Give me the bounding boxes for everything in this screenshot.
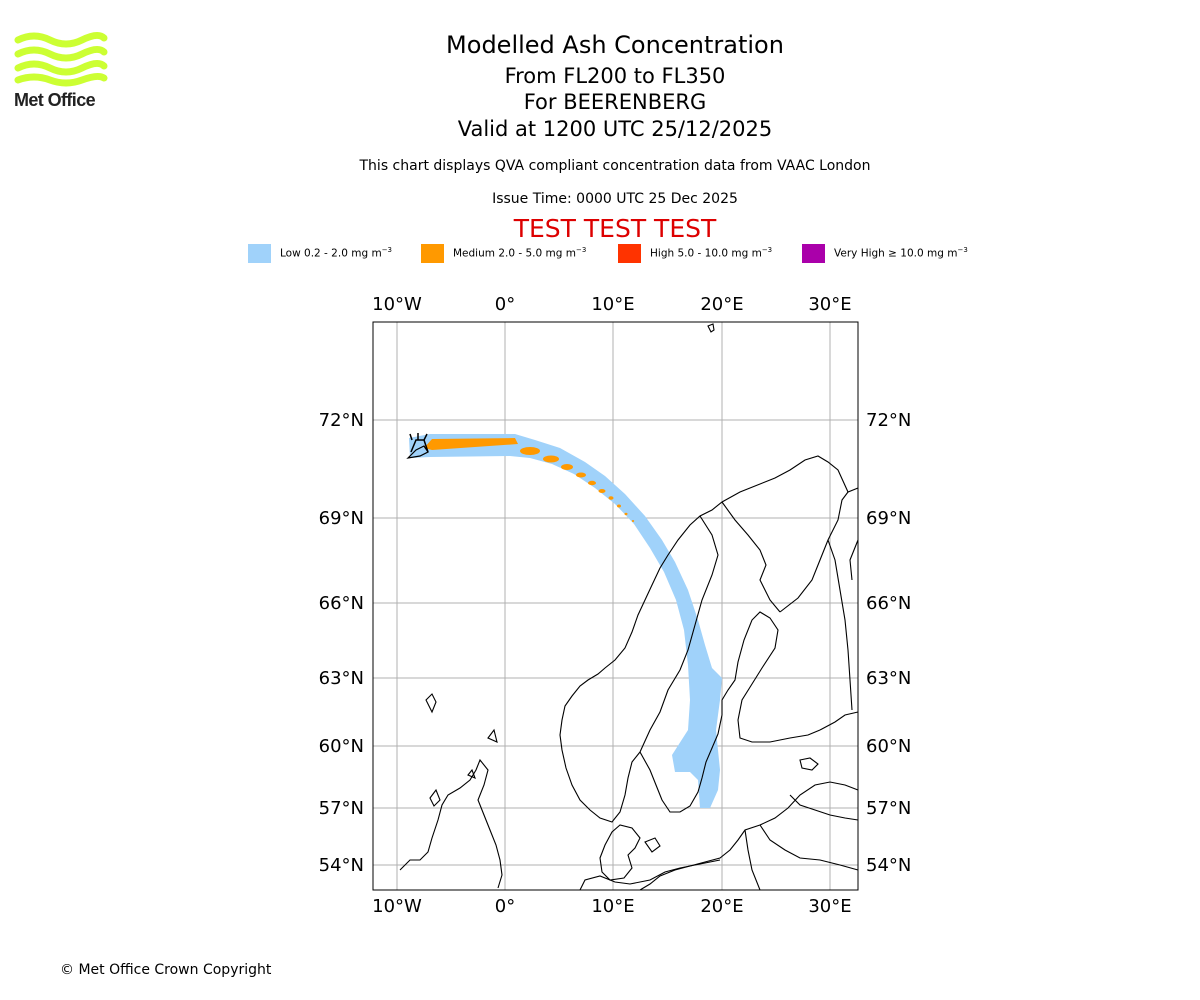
lat-label-right: 72°N xyxy=(866,410,911,431)
lat-label-left: 57°N xyxy=(319,798,364,819)
lat-label-left: 69°N xyxy=(319,508,364,529)
legend-swatch-high xyxy=(618,244,641,263)
lat-label-right: 69°N xyxy=(866,508,911,529)
lat-label-right: 66°N xyxy=(866,593,911,614)
lat-label-right: 60°N xyxy=(866,736,911,757)
lon-label-top: 20°E xyxy=(700,294,743,315)
lat-label-left: 63°N xyxy=(319,668,364,689)
legend-label-high: High 5.0 - 10.0 mg m xyxy=(650,247,762,260)
lon-label-top: 10°W xyxy=(372,294,422,315)
lat-label-left: 54°N xyxy=(319,855,364,876)
coastlines xyxy=(399,323,859,891)
lon-label-bottom: 10°E xyxy=(591,896,634,917)
lon-label-top: 10°E xyxy=(591,294,634,315)
lat-label-right: 57°N xyxy=(866,798,911,819)
copyright: © Met Office Crown Copyright xyxy=(60,962,272,978)
valid-time: Valid at 1200 UTC 25/12/2025 xyxy=(457,117,773,141)
lon-label-top: 30°E xyxy=(808,294,851,315)
ash-cloud-medium xyxy=(424,438,635,522)
lat-label-left: 72°N xyxy=(319,410,364,431)
issue-time: Issue Time: 0000 UTC 25 Dec 2025 xyxy=(492,191,738,207)
legend-label-very-high: Very High ≥ 10.0 mg m xyxy=(834,247,958,260)
legend-swatch-medium xyxy=(421,244,444,263)
met-office-logo xyxy=(14,30,109,115)
lat-label-right: 63°N xyxy=(866,668,911,689)
lon-label-bottom: 20°E xyxy=(700,896,743,917)
logo-text: Met Office xyxy=(14,90,96,110)
flight-levels: From FL200 to FL350 xyxy=(504,64,726,88)
description: This chart displays QVA compliant concen… xyxy=(359,158,871,174)
map-frame xyxy=(372,321,859,891)
volcano-name: For BEERENBERG xyxy=(523,90,707,114)
ash-cloud-low xyxy=(409,434,722,808)
lat-label-left: 66°N xyxy=(319,593,364,614)
test-banner: TEST TEST TEST xyxy=(513,214,717,243)
lon-label-bottom: 10°W xyxy=(372,896,422,917)
legend-swatch-low xyxy=(248,244,271,263)
chart-title: Modelled Ash Concentration xyxy=(446,31,784,59)
volcano-icon xyxy=(406,433,429,459)
lat-label-left: 60°N xyxy=(319,736,364,757)
lon-label-bottom: 0° xyxy=(495,896,515,917)
lon-label-top: 0° xyxy=(495,294,515,315)
lat-label-right: 54°N xyxy=(866,855,911,876)
graticule xyxy=(373,322,858,890)
legend-label-medium: Medium 2.0 - 5.0 mg m xyxy=(453,247,576,260)
lon-label-bottom: 30°E xyxy=(808,896,851,917)
legend-swatch-very-high xyxy=(802,244,825,263)
legend-label-low: Low 0.2 - 2.0 mg m xyxy=(280,247,382,260)
